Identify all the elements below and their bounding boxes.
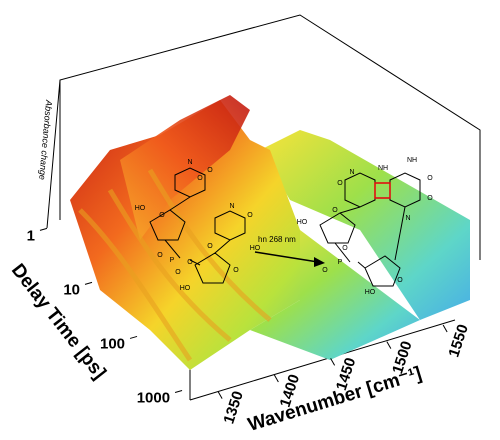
atom-label: O bbox=[159, 212, 165, 219]
x-tick-label: 1550 bbox=[445, 322, 471, 359]
y-tick bbox=[174, 390, 183, 393]
x-tick-label: 1350 bbox=[220, 389, 246, 426]
atom-label: NH bbox=[378, 165, 388, 172]
y-axis-label: Delay Time [ps] bbox=[7, 260, 110, 383]
x-tick bbox=[442, 324, 448, 333]
molecule-left bbox=[149, 167, 246, 284]
atom-label: N bbox=[229, 203, 234, 210]
atom-label: HO bbox=[135, 205, 146, 212]
y-tick bbox=[84, 281, 93, 285]
atom-label: O bbox=[322, 267, 328, 274]
annotation: hn 268 nm bbox=[258, 235, 296, 244]
atom-label: N bbox=[349, 169, 354, 176]
x-tick bbox=[273, 374, 279, 383]
atom-label: O bbox=[175, 269, 181, 276]
atom-label: P bbox=[170, 257, 175, 264]
atom-label: O bbox=[427, 195, 433, 202]
x-tick bbox=[330, 358, 336, 366]
atom-label: HO bbox=[180, 285, 191, 292]
atom-label: O bbox=[427, 175, 433, 182]
z-axis-label: Absorbance change bbox=[37, 99, 54, 181]
surface bbox=[70, 95, 470, 370]
y-tick bbox=[39, 227, 48, 231]
atom-label: HO bbox=[297, 219, 308, 226]
atom-label: O bbox=[342, 245, 348, 252]
atom-label: O bbox=[207, 243, 213, 250]
atom-label: O bbox=[157, 252, 163, 259]
atom-label: O bbox=[332, 207, 338, 214]
atom-label: O bbox=[233, 267, 239, 274]
atom-label: O bbox=[397, 277, 403, 284]
y-tick-label: 1000 bbox=[137, 389, 170, 406]
x-tick bbox=[386, 341, 392, 349]
atom-label: O bbox=[187, 259, 193, 266]
y-tick-label: 10 bbox=[63, 281, 80, 298]
atom-label: N bbox=[405, 215, 410, 222]
atom-label: O bbox=[207, 167, 213, 174]
x-tick bbox=[217, 391, 223, 399]
atom-label: NH bbox=[407, 157, 417, 164]
atom-label: HO bbox=[365, 289, 376, 296]
reaction-arrow bbox=[254, 251, 325, 267]
atom-label: O bbox=[337, 180, 343, 187]
y-tick-label: 1 bbox=[27, 227, 35, 244]
y-tick bbox=[129, 335, 138, 339]
y-tick-label: 100 bbox=[100, 335, 125, 352]
atom-label: P bbox=[338, 259, 343, 266]
atom-label: O bbox=[247, 212, 253, 219]
atom-label: N bbox=[187, 159, 192, 166]
molecule-right bbox=[319, 172, 421, 287]
atom-label: HO bbox=[250, 245, 261, 252]
atom-label: O bbox=[197, 175, 203, 182]
